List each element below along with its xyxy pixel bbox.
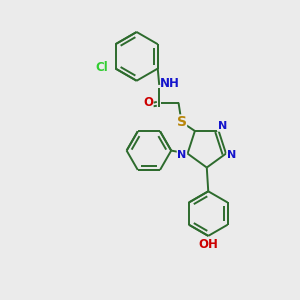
Text: N: N bbox=[160, 77, 170, 90]
Text: Cl: Cl bbox=[96, 61, 109, 74]
Text: H: H bbox=[169, 77, 178, 90]
Text: N: N bbox=[218, 121, 227, 131]
Text: N: N bbox=[227, 150, 236, 161]
Text: OH: OH bbox=[198, 238, 218, 251]
Text: O: O bbox=[143, 96, 153, 109]
Text: S: S bbox=[176, 115, 187, 129]
Text: N: N bbox=[177, 150, 187, 161]
